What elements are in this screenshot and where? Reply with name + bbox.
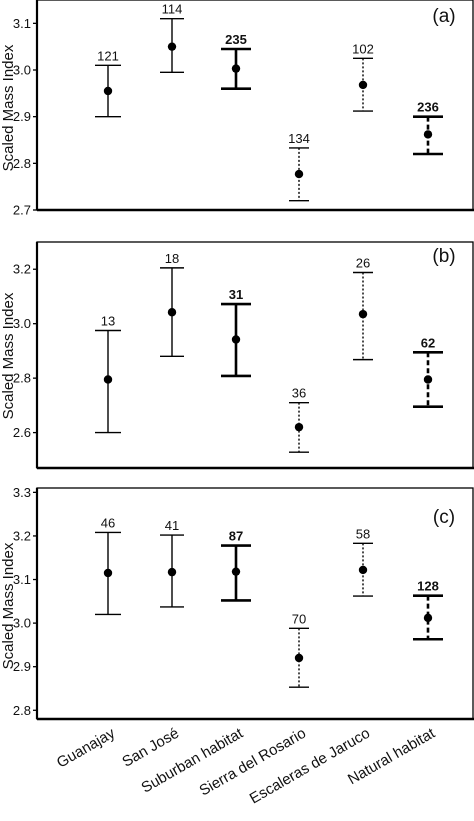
y-tick-label: 3.2 — [13, 262, 31, 277]
y-tick-label: 2.6 — [13, 425, 31, 440]
y-tick-label: 3.1 — [13, 572, 31, 587]
mean-point — [167, 42, 177, 51]
y-axis-label: Scaled Mass Index — [0, 44, 17, 171]
panel-frame — [36, 0, 474, 211]
sample-size-label: 236 — [417, 100, 439, 115]
sample-size-label: 134 — [288, 131, 310, 146]
sample-size-label: 41 — [165, 518, 179, 533]
error-bar-2: 114 — [160, 2, 184, 74]
y-axis-label: Scaled Mass Index — [0, 542, 17, 669]
error-bar-2: 18 — [160, 251, 184, 358]
y-tick-label: 3.2 — [13, 528, 31, 543]
sample-size-label: 31 — [229, 287, 243, 302]
panel-frame — [36, 241, 474, 469]
sample-size-label: 87 — [229, 529, 243, 544]
mean-point — [167, 567, 177, 577]
sample-size-label: 121 — [97, 48, 119, 63]
y-tick-label: 3.0 — [13, 616, 31, 631]
sample-size-label: 70 — [292, 611, 306, 626]
mean-point — [231, 335, 241, 344]
mean-point — [231, 567, 241, 576]
mean-point — [423, 130, 433, 139]
mean-point — [231, 64, 241, 73]
error-bar-4: 134 — [288, 131, 310, 202]
error-bar-3: 31 — [221, 287, 251, 378]
y-tick-label: 2.7 — [13, 203, 31, 218]
error-bar-1: 121 — [95, 48, 121, 118]
mean-point — [423, 613, 433, 623]
y-tick-label: 2.9 — [13, 659, 31, 674]
y-tick-label: 3.3 — [13, 485, 31, 500]
mean-point — [358, 565, 368, 575]
panel-label: (c) — [433, 507, 455, 528]
error-bar-6: 128 — [413, 579, 443, 641]
error-bar-5: 26 — [353, 255, 373, 361]
mean-point — [103, 375, 113, 384]
mean-point — [103, 568, 113, 578]
sample-size-label: 102 — [352, 41, 374, 56]
y-tick-label: 2.8 — [13, 156, 31, 171]
sample-size-label: 235 — [225, 32, 247, 47]
panel-3: 2.8 2.9 3.0 3.1 3.2 3.3 Scaled Mass Index (c) 46… — [0, 485, 474, 721]
sample-size-label: 18 — [165, 251, 179, 266]
error-bar-6: 236 — [413, 100, 443, 156]
mean-point — [294, 422, 304, 432]
mean-point — [423, 375, 433, 384]
mean-point — [294, 653, 304, 663]
y-tick-label: 3.0 — [13, 63, 31, 78]
x-category-label: Guanajay — [54, 724, 119, 771]
error-bar-1: 13 — [95, 313, 121, 434]
sample-size-label: 62 — [421, 335, 435, 350]
panel-1: 2.7 2.8 2.9 3.0 3.1 Scaled Mass Index (a) 121 11… — [0, 0, 474, 218]
sample-size-label: 13 — [101, 313, 115, 328]
error-bar-1: 46 — [95, 515, 121, 616]
mean-point — [358, 80, 368, 90]
error-bar-3: 87 — [221, 529, 251, 602]
y-axis-label: Scaled Mass Index — [0, 292, 17, 419]
mean-point — [167, 308, 177, 317]
y-tick-label: 2.8 — [13, 371, 31, 386]
error-bar-4: 70 — [289, 611, 309, 688]
error-bar-3: 235 — [221, 32, 251, 90]
mean-point — [358, 309, 368, 319]
mean-point — [294, 169, 304, 179]
error-bar-5: 58 — [353, 526, 373, 597]
y-tick-label: 2.9 — [13, 109, 31, 124]
y-tick-label: 3.0 — [13, 316, 31, 331]
y-tick-label: 3.1 — [13, 16, 31, 31]
sample-size-label: 114 — [162, 2, 183, 17]
y-tick-label: 2.8 — [13, 703, 31, 718]
error-bar-6: 62 — [413, 335, 443, 409]
sample-size-label: 46 — [101, 515, 115, 530]
panel-2: 2.6 2.8 3.0 3.2 Scaled Mass Index (b) 13 18 31 36… — [0, 241, 474, 470]
sample-size-label: 36 — [292, 386, 306, 401]
error-bar-4: 36 — [289, 386, 309, 453]
error-bar-2: 41 — [160, 518, 184, 608]
x-category-label: Escaleras de Jaruco — [247, 725, 373, 808]
sample-size-label: 26 — [356, 255, 370, 270]
sample-size-label: 58 — [356, 526, 370, 541]
mean-point — [103, 86, 113, 96]
panel-label: (a) — [432, 6, 455, 27]
error-bar-5: 102 — [352, 41, 374, 112]
sample-size-label: 128 — [417, 579, 439, 594]
panel-label: (b) — [432, 246, 455, 267]
